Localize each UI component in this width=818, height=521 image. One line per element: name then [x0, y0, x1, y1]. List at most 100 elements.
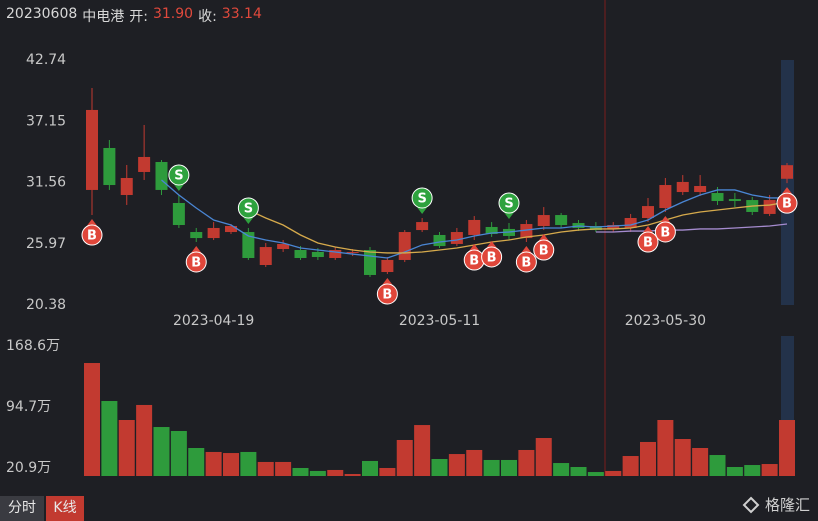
signal-marker: [481, 246, 503, 268]
watermark: 格隆汇: [742, 494, 810, 515]
signal-label: B: [191, 255, 201, 270]
candle-body: [364, 249, 376, 275]
signal-label: B: [487, 250, 497, 265]
volume-bar: [535, 438, 552, 476]
candle-body: [120, 178, 133, 195]
volume-bar: [84, 363, 100, 476]
tab[interactable]: K线: [46, 496, 84, 521]
signal-marker: [654, 221, 676, 243]
candle-body: [398, 232, 411, 260]
candle-body: [728, 199, 741, 202]
candle-body: [138, 156, 151, 172]
candle-body: [346, 251, 359, 253]
signal-marker: [185, 251, 207, 273]
open-label: 开:: [129, 9, 148, 25]
candle-body: [433, 234, 446, 247]
candle-body: [225, 225, 237, 233]
volume-bar: [101, 401, 118, 476]
candle-body: [468, 219, 481, 235]
candle-body: [555, 215, 568, 226]
signal-label: S: [244, 201, 253, 216]
signal-marker: [168, 164, 190, 186]
volume-bar: [570, 466, 587, 476]
signal-marker: [498, 192, 520, 214]
volume-bar: [240, 451, 257, 476]
volume-bar: [153, 427, 170, 476]
volume-bar: [553, 463, 570, 476]
volume-bar: [779, 420, 795, 476]
volume-bar: [431, 458, 448, 476]
candle-body: [242, 232, 255, 258]
candle-body: [607, 225, 620, 229]
candle-body: [416, 222, 429, 231]
candle-body: [294, 249, 307, 258]
y-tick-label: 37.15: [26, 113, 66, 129]
candle-body: [781, 165, 793, 179]
signal-label: B: [469, 254, 479, 269]
close-label: 收:: [198, 9, 217, 25]
volume-bar: [205, 451, 222, 476]
y-tick-label: 25.97: [26, 236, 66, 252]
candle-body: [103, 147, 116, 186]
candle-body: [520, 224, 533, 239]
volume-bar: [448, 454, 465, 476]
signal-marker: [776, 192, 798, 214]
signal-marker: [81, 224, 103, 246]
date: 20230608: [6, 6, 78, 22]
signal-marker: [637, 231, 659, 253]
x-tick-label: 2023-04-19: [173, 313, 254, 329]
signal-marker: [411, 187, 433, 209]
y-tick-label: 31.56: [26, 175, 66, 191]
volume-bar: [726, 466, 743, 476]
volume-bar: [605, 470, 622, 476]
candle-body: [676, 181, 689, 193]
volume-bar: [709, 455, 726, 476]
volume-bar: [466, 449, 483, 476]
x-tick-label: 2023-05-30: [625, 313, 706, 329]
candle-body: [624, 218, 637, 228]
candle-body: [190, 232, 203, 239]
volume-bar: [275, 461, 292, 476]
candle-body: [259, 247, 272, 266]
volume-bar: [327, 469, 344, 476]
candle-body: [711, 193, 724, 202]
volume-bar: [587, 472, 604, 476]
signal-label: B: [521, 255, 531, 270]
volume-bar: [344, 474, 361, 476]
volume-bar: [640, 441, 656, 476]
signal-marker: [237, 197, 259, 219]
volume-bar: [692, 448, 709, 476]
candle-body: [381, 259, 394, 273]
moving-average: [161, 179, 787, 259]
tab[interactable]: 分时: [0, 496, 44, 521]
signal-label: B: [643, 236, 653, 251]
volume-bar: [674, 438, 691, 476]
signal-marker: [533, 239, 555, 261]
candle-body: [450, 232, 463, 244]
candle-body: [659, 185, 672, 209]
candle-body: [329, 249, 342, 258]
candle-body: [537, 215, 550, 226]
volume-tick-label: 20.9万: [6, 460, 51, 476]
volume-bar: [622, 456, 639, 476]
volume-bar: [118, 420, 135, 476]
volume-bar: [744, 465, 761, 476]
close-value: 33.14: [221, 6, 262, 22]
volume-bar: [223, 453, 239, 476]
y-tick-label: 42.74: [26, 52, 66, 68]
volume-bar: [170, 430, 187, 476]
volume-bar: [501, 459, 517, 476]
signal-label: S: [174, 168, 183, 183]
signal-label: B: [660, 225, 670, 240]
volume-bar: [292, 467, 309, 476]
volume-bar: [483, 459, 500, 476]
signal-marker: [515, 251, 537, 273]
candle-body: [485, 226, 498, 234]
volume-tick-label: 168.6万: [6, 338, 60, 354]
signal-label: S: [504, 197, 513, 212]
stock-name: 中电港: [82, 9, 125, 25]
volume-bar: [362, 460, 378, 476]
volume-bar: [379, 467, 396, 476]
candle-body: [694, 186, 707, 193]
candle-body: [277, 243, 290, 250]
